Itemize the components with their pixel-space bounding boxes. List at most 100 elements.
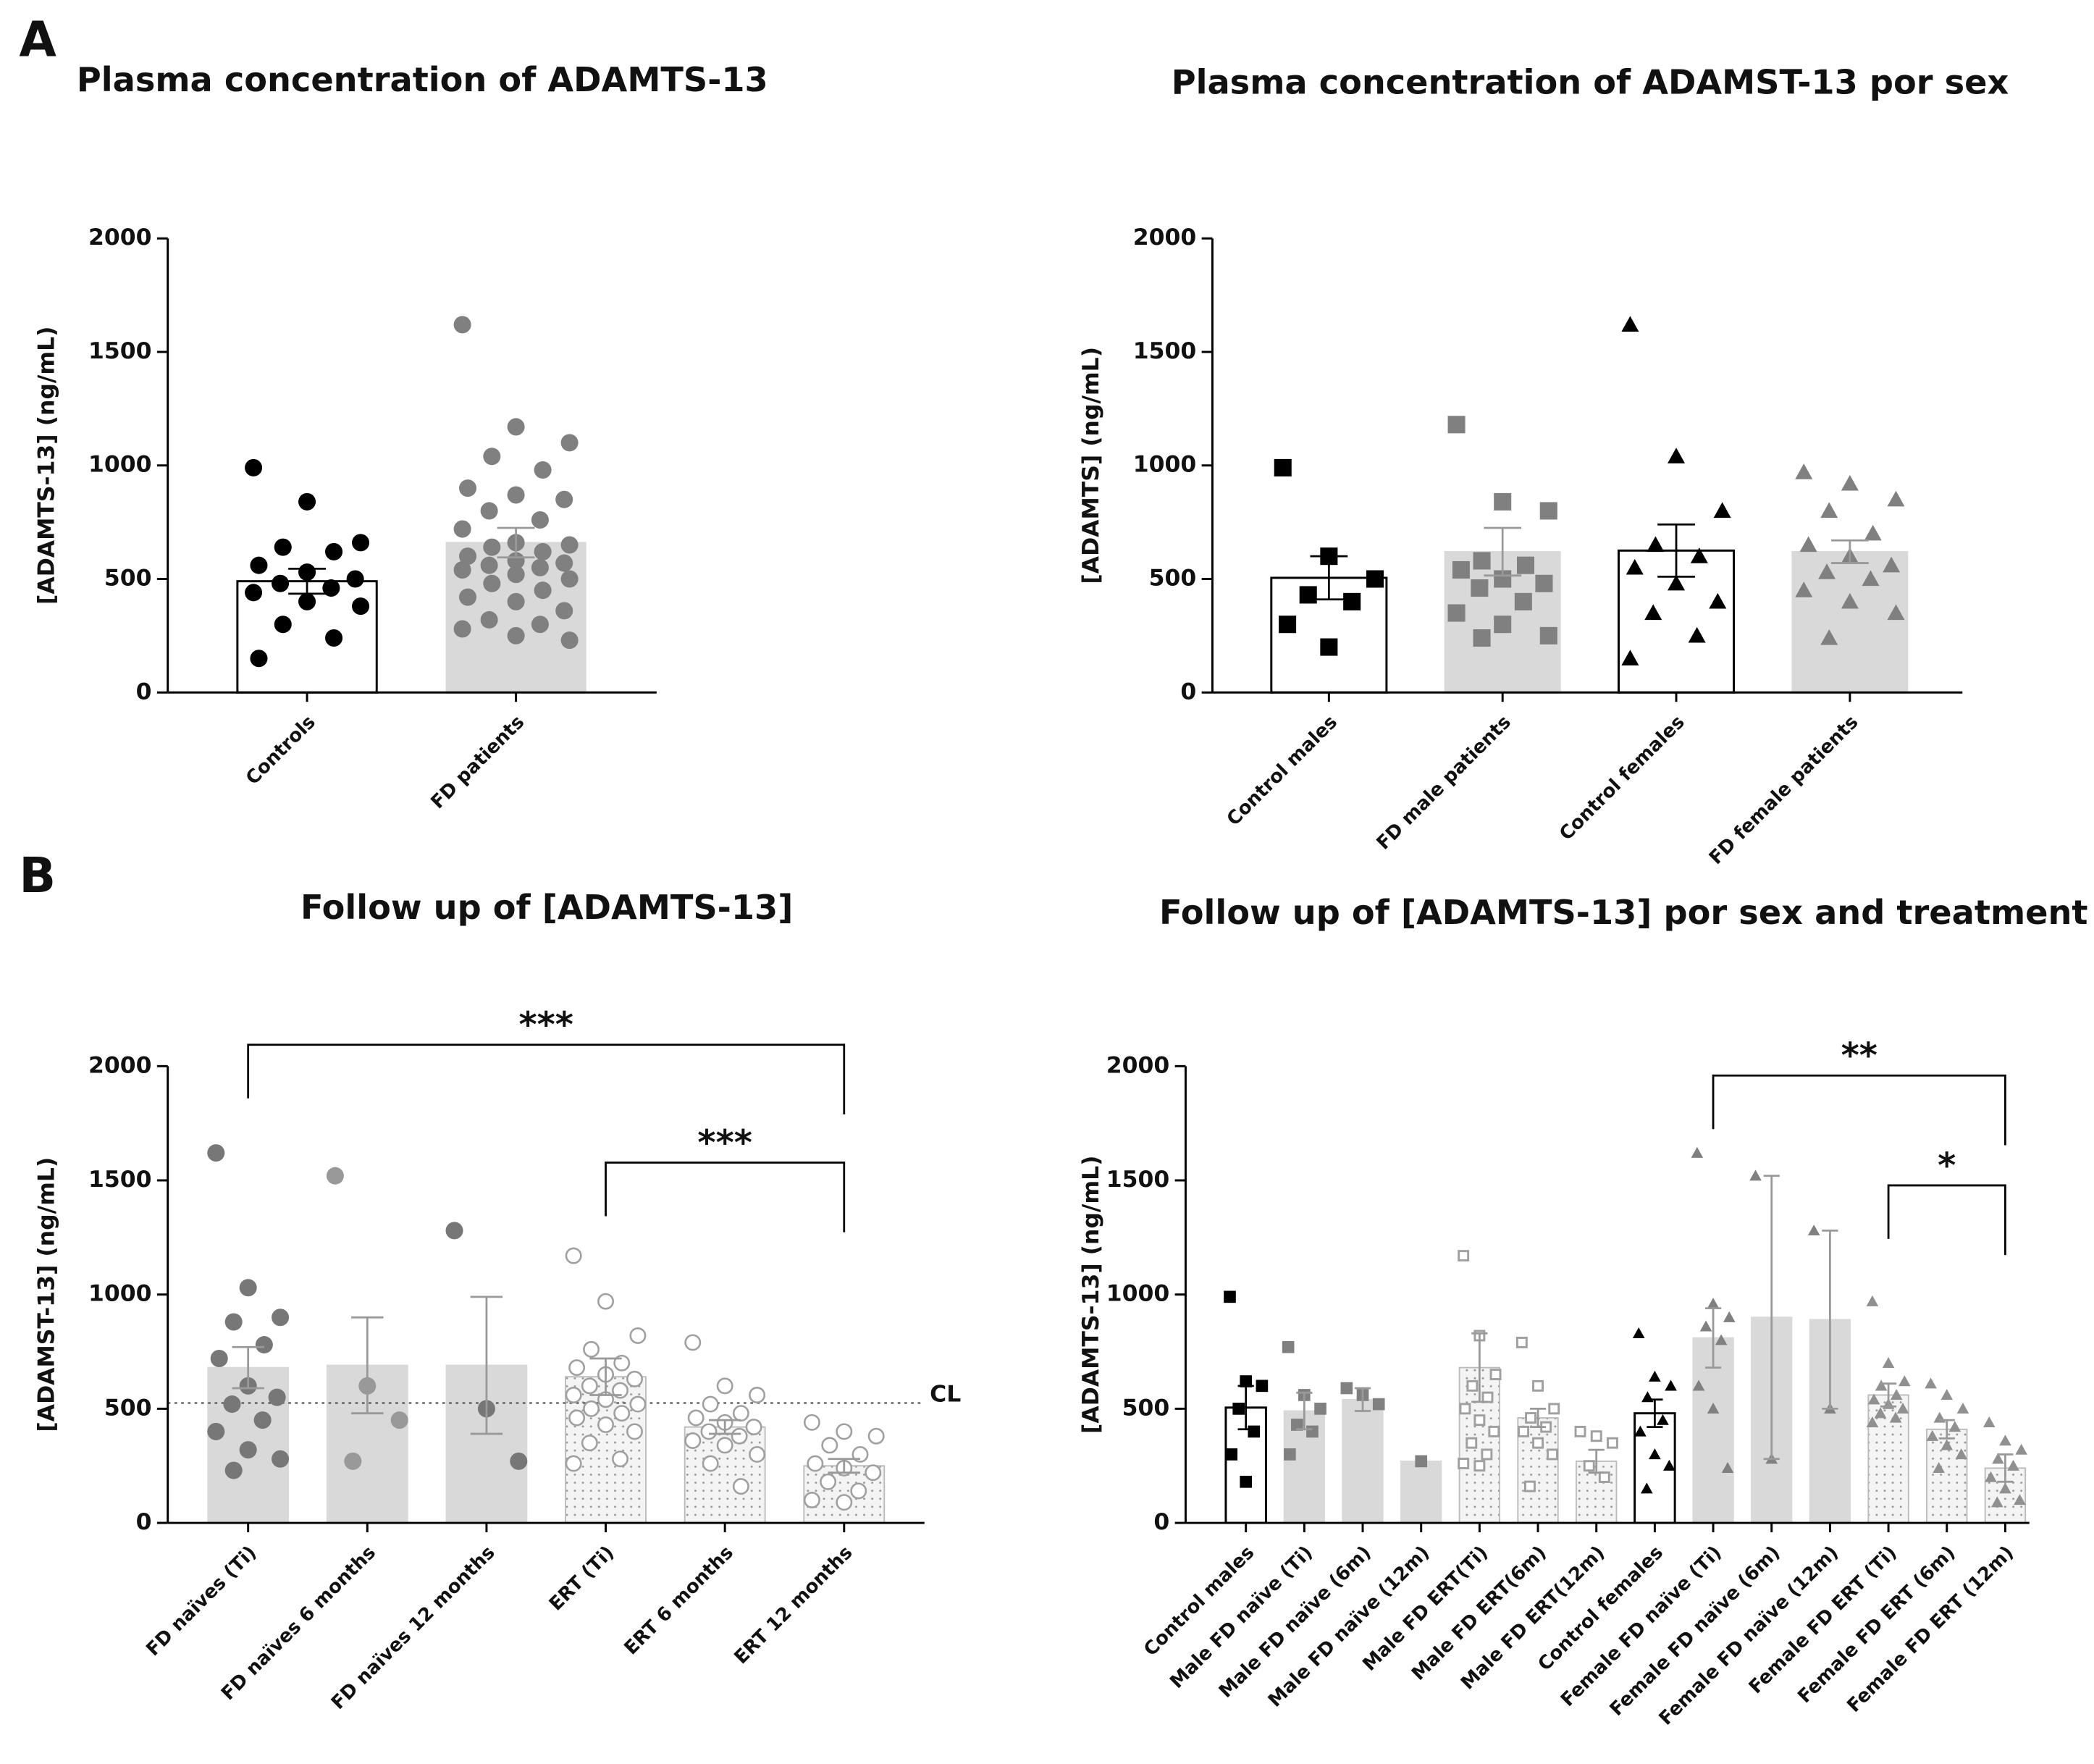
data-point — [555, 490, 573, 508]
data-point — [268, 1388, 286, 1406]
data-point — [1882, 1356, 1895, 1368]
data-point — [1515, 1336, 1528, 1348]
error-bar — [1763, 1175, 1780, 1461]
x-tick-label: FD naïves (Ti) — [142, 1542, 261, 1660]
data-point — [453, 316, 471, 334]
data-point — [1473, 629, 1491, 647]
data-point — [702, 1395, 719, 1413]
data-point — [1820, 502, 1838, 518]
data-point — [1481, 1391, 1494, 1403]
bar — [1791, 550, 1909, 694]
y-tick-label: 500 — [1122, 1395, 1170, 1421]
data-point — [531, 558, 549, 576]
data-point — [453, 560, 471, 579]
data-point — [1807, 1225, 1820, 1236]
data-point — [568, 1409, 586, 1427]
data-point — [865, 1464, 882, 1482]
data-point — [1466, 1379, 1479, 1392]
data-point — [1282, 1340, 1295, 1353]
data-point — [702, 1455, 719, 1472]
data-point — [1985, 1471, 1997, 1482]
y-tick-label: 0 — [136, 1509, 152, 1535]
data-point — [1532, 1379, 1544, 1392]
data-point — [1841, 474, 1859, 491]
data-point — [534, 542, 552, 560]
error-bar — [497, 526, 535, 559]
data-point — [459, 588, 477, 606]
data-point — [687, 1409, 705, 1427]
chart-title: Plasma concentration of ADAMST-13 por se… — [1172, 62, 2009, 101]
data-point — [507, 566, 525, 584]
data-point — [1668, 448, 1686, 463]
data-point — [207, 1144, 225, 1162]
data-point — [1452, 560, 1470, 579]
data-point — [1948, 1421, 1961, 1432]
data-point — [1598, 1471, 1610, 1483]
y-tick-label: 1500 — [88, 1167, 151, 1193]
y-tick-label: 1000 — [1106, 1281, 1170, 1307]
data-point — [1590, 1430, 1602, 1442]
data-point — [250, 650, 268, 668]
data-point — [1372, 1398, 1385, 1411]
data-point — [1473, 1460, 1486, 1472]
significance-label: *** — [697, 1122, 752, 1163]
data-point — [459, 547, 477, 566]
data-point — [1473, 1414, 1486, 1427]
data-point — [1539, 502, 1557, 520]
data-point — [1488, 1425, 1500, 1437]
x-tick-label: FD patients — [426, 711, 529, 813]
panel-label: B — [19, 847, 56, 904]
data-point — [1795, 581, 1813, 597]
data-point — [749, 1386, 766, 1403]
y-axis-label: [ADAMTS] (ng/mL) — [1078, 347, 1104, 584]
y-tick-label: 2000 — [88, 1052, 151, 1078]
data-point — [1535, 574, 1553, 592]
data-point — [483, 448, 501, 466]
data-point — [245, 584, 263, 602]
data-point — [534, 461, 552, 479]
data-point — [1691, 1146, 1704, 1158]
data-point — [1982, 1416, 1996, 1427]
x-tick-label: Control females — [1555, 711, 1689, 845]
data-point — [239, 1441, 257, 1459]
data-point — [583, 1400, 600, 1417]
bar — [1867, 1394, 1909, 1524]
data-point — [1657, 1414, 1669, 1425]
data-point — [445, 1222, 463, 1240]
data-point — [626, 1423, 643, 1440]
data-point — [344, 1452, 362, 1470]
significance-bracket — [1712, 1074, 2006, 1146]
reference-label: CL — [930, 1381, 961, 1407]
data-point — [325, 542, 343, 560]
data-point — [390, 1411, 408, 1429]
data-point — [1707, 1297, 1720, 1309]
data-point — [583, 1340, 600, 1358]
data-point — [565, 1247, 582, 1264]
error-bar — [1822, 1230, 1838, 1410]
data-point — [480, 556, 498, 574]
y-tick-label: 0 — [1180, 679, 1196, 705]
data-point — [820, 1473, 837, 1490]
data-point — [1820, 629, 1838, 645]
data-point — [322, 579, 340, 597]
data-point — [1795, 463, 1813, 479]
data-point — [507, 418, 525, 436]
data-point — [480, 610, 498, 629]
data-point — [224, 1461, 243, 1479]
data-point — [531, 511, 549, 529]
y-tick-label: 500 — [1149, 566, 1197, 592]
error-bar — [1647, 1398, 1663, 1428]
y-tick-label: 0 — [1153, 1509, 1169, 1535]
data-point — [1547, 1448, 1558, 1461]
data-point — [555, 602, 573, 620]
significance-label: ** — [1841, 1036, 1878, 1076]
chart-title: Follow up of [ADAMTS-13] por sex and tre… — [1159, 893, 2087, 932]
data-point — [298, 592, 316, 610]
data-point — [272, 574, 290, 592]
error-bar — [1529, 1407, 1547, 1428]
data-point — [1933, 1462, 1945, 1474]
data-point — [352, 534, 370, 552]
bar — [1692, 1337, 1734, 1524]
data-point — [1874, 1407, 1887, 1419]
data-point — [867, 1427, 885, 1445]
